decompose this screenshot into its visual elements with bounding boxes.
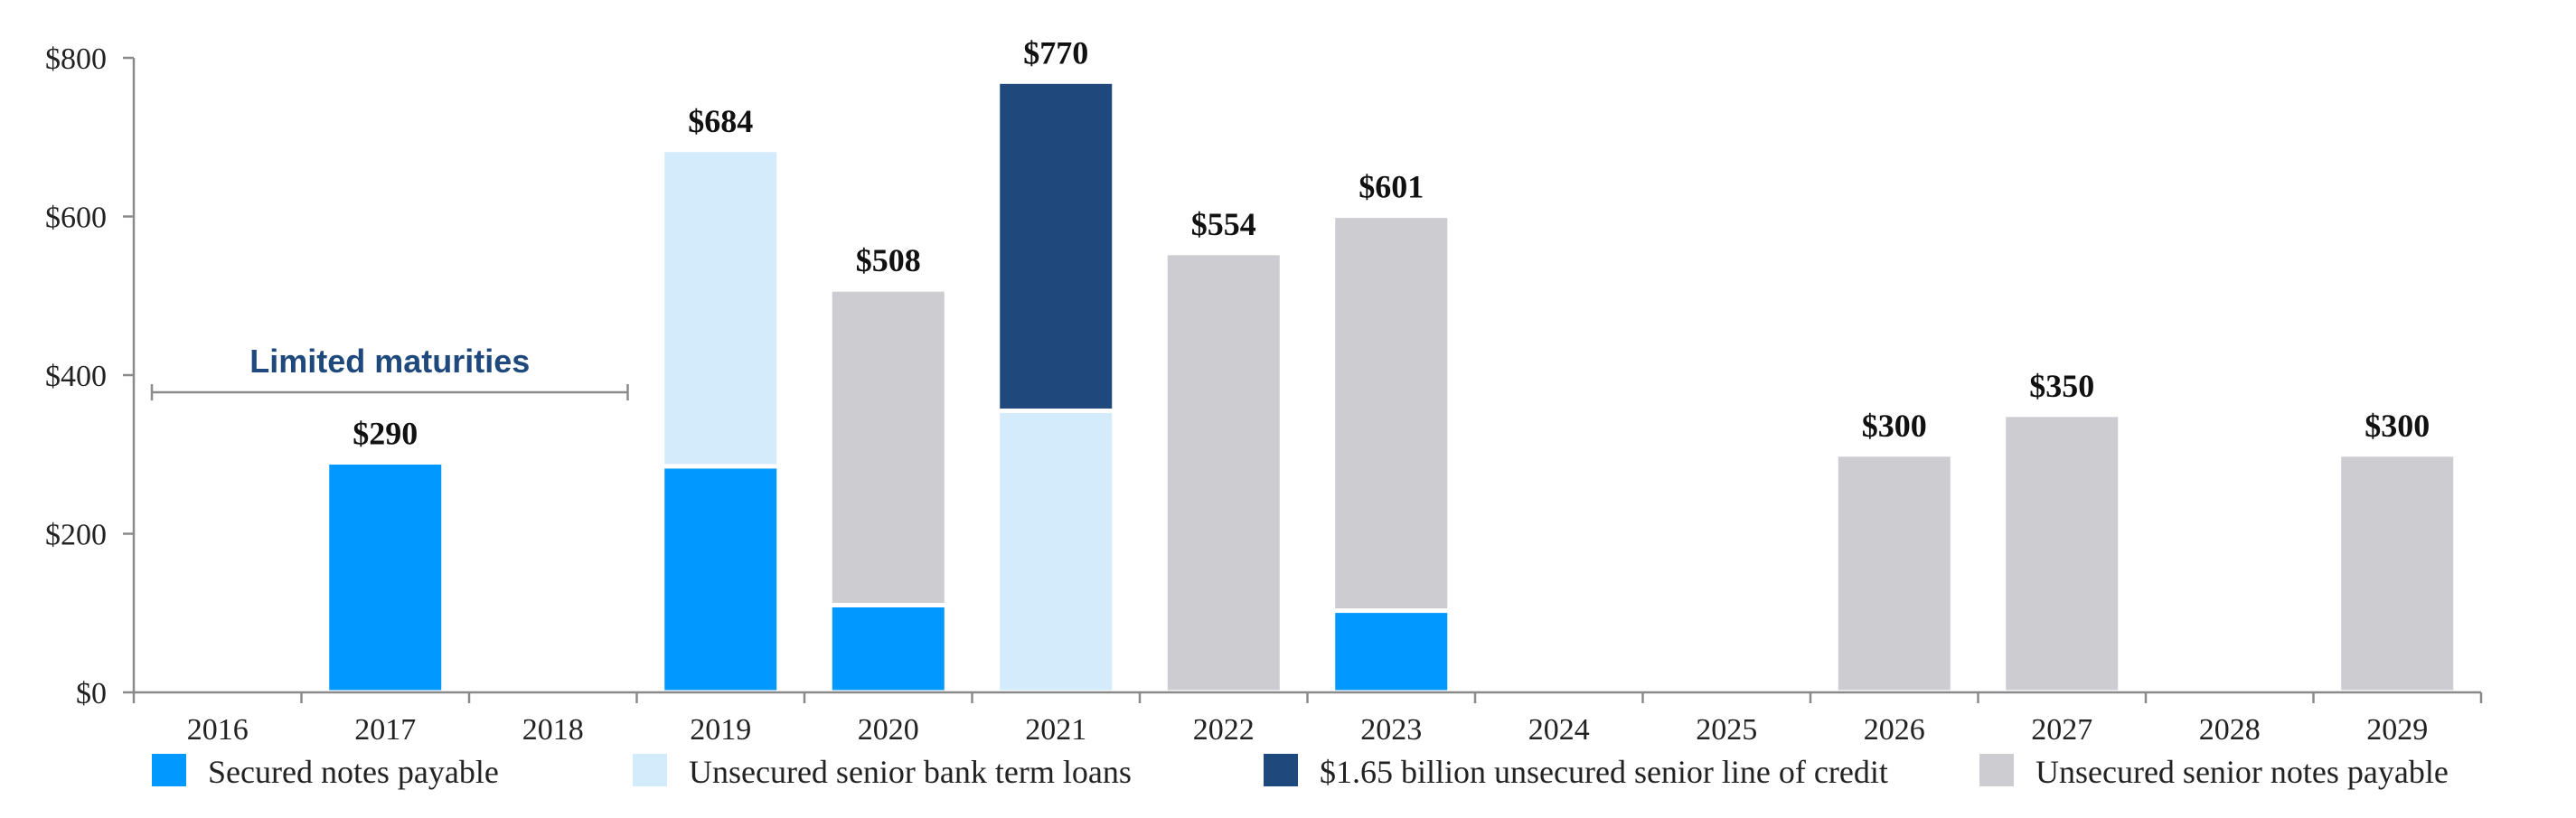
bar-total-label-2021: $770 [1023, 34, 1088, 71]
bar-secured-notes-payable-2020 [832, 606, 945, 691]
bar-total-label-2020: $508 [856, 242, 921, 278]
x-tick-label-2026: 2026 [1864, 713, 1925, 747]
bar-secured-notes-payable-2017 [329, 465, 442, 691]
bar-total-label-2019: $684 [688, 103, 753, 139]
bar-total-label-2027: $350 [2029, 368, 2094, 404]
x-tick-label-2023: 2023 [1360, 713, 1422, 747]
x-tick-label-2028: 2028 [2199, 713, 2261, 747]
x-tick-label-2020: 2020 [858, 713, 919, 747]
x-tick-label-2022: 2022 [1193, 713, 1255, 747]
bar-secured-notes-payable-2019 [664, 468, 777, 691]
legend-swatch-secured-notes-payable [152, 754, 186, 786]
legend-label-unsecured-senior-bank-term-loans: Unsecured senior bank term loans [689, 754, 1132, 790]
x-tick-label-2025: 2025 [1696, 713, 1757, 747]
bar-total-label-2023: $601 [1359, 169, 1424, 205]
legend-label-1-65-billion-unsecured-senior-line-of-credit: $1.65 billion unsecured senior line of c… [1320, 754, 1888, 790]
bar-unsecured-senior-notes-payable-2029 [2341, 456, 2454, 691]
bar-unsecured-senior-bank-term-loans-2019 [664, 152, 777, 465]
y-tick-label: $200 [45, 519, 107, 552]
bar-total-label-2017: $290 [353, 416, 418, 452]
bar-1-65-billion-unsecured-senior-line-of-credit-2021 [1000, 83, 1113, 409]
x-tick-label-2019: 2019 [690, 713, 751, 747]
x-tick-label-2021: 2021 [1025, 713, 1086, 747]
bar-unsecured-senior-notes-payable-2023 [1335, 218, 1448, 609]
legend-swatch-1-65-billion-unsecured-senior-line-of-credit [1264, 754, 1298, 786]
legend-swatch-unsecured-senior-bank-term-loans [633, 754, 667, 786]
bar-total-label-2022: $554 [1191, 206, 1256, 242]
bar-unsecured-senior-notes-payable-2020 [832, 291, 945, 603]
x-tick-label-2017: 2017 [354, 713, 416, 747]
bar-secured-notes-payable-2023 [1335, 613, 1448, 691]
legend-swatch-unsecured-senior-notes-payable [1979, 754, 2014, 786]
legend-label-secured-notes-payable: Secured notes payable [208, 754, 499, 790]
y-tick-label: $400 [45, 360, 107, 393]
x-tick-label-2018: 2018 [522, 713, 584, 747]
bar-total-label-2029: $300 [2364, 408, 2430, 444]
bar-unsecured-senior-notes-payable-2027 [2006, 417, 2119, 691]
y-tick-label: $600 [45, 202, 107, 235]
x-tick-label-2024: 2024 [1528, 713, 1590, 747]
bar-unsecured-senior-notes-payable-2026 [1838, 456, 1951, 691]
x-tick-label-2029: 2029 [2366, 713, 2428, 747]
x-tick-label-2016: 2016 [187, 713, 249, 747]
bar-unsecured-senior-notes-payable-2022 [1167, 255, 1280, 691]
bar-unsecured-senior-bank-term-loans-2021 [1000, 412, 1113, 691]
y-tick-label: $0 [76, 677, 107, 710]
x-tick-label-2027: 2027 [2031, 713, 2092, 747]
annotation-label: Limited maturities [249, 343, 530, 380]
legend-label-unsecured-senior-notes-payable: Unsecured senior notes payable [2035, 754, 2449, 790]
y-tick-label: $800 [45, 42, 107, 76]
bar-total-label-2026: $300 [1862, 408, 1927, 444]
